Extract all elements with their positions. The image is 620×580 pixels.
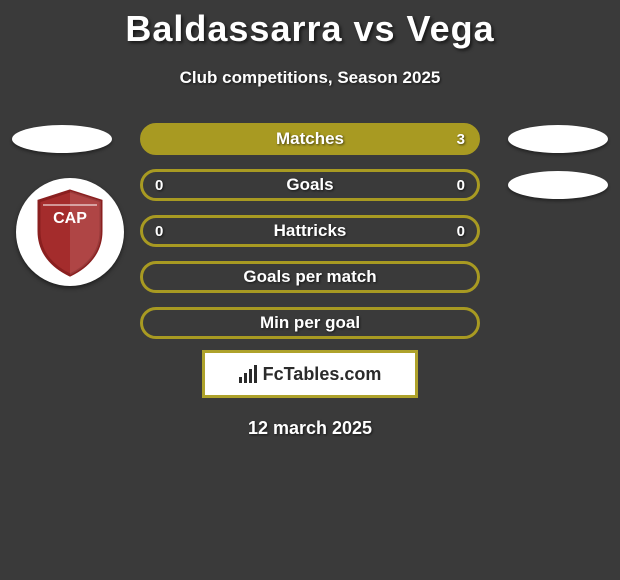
stat-value-right: 3	[457, 131, 465, 148]
stat-pill: Matches3	[140, 123, 480, 155]
stat-label: Min per goal	[143, 313, 477, 333]
footer-date: 12 march 2025	[0, 418, 620, 439]
shield-icon: CAP	[31, 187, 109, 277]
attribution-text: FcTables.com	[263, 364, 382, 385]
attribution-brand: FcTables.com	[239, 364, 382, 385]
crest-text: CAP	[53, 210, 87, 227]
stat-label: Matches	[143, 129, 477, 149]
player-marker-right	[508, 171, 608, 199]
attribution-box: FcTables.com	[202, 350, 418, 398]
stat-value-right: 0	[457, 223, 465, 240]
stat-label: Hattricks	[143, 221, 477, 241]
stat-value-left: 0	[155, 223, 163, 240]
stat-pill: Hattricks0 0	[140, 215, 480, 247]
stat-row: Matches3	[0, 116, 620, 162]
stat-pill: Goals0 0	[140, 169, 480, 201]
page-title: Baldassarra vs Vega	[0, 0, 620, 50]
page-subtitle: Club competitions, Season 2025	[0, 68, 620, 88]
stat-pill: Goals per match	[140, 261, 480, 293]
stat-value-right: 0	[457, 177, 465, 194]
stat-label: Goals per match	[143, 267, 477, 287]
stat-label: Goals	[143, 175, 477, 195]
player-marker-right	[508, 125, 608, 153]
stat-pill: Min per goal	[140, 307, 480, 339]
stat-value-left: 0	[155, 177, 163, 194]
player-marker-left	[12, 125, 112, 153]
bars-icon	[239, 365, 257, 383]
team-crest-left: CAP	[16, 178, 124, 286]
stat-row: Min per goal	[0, 300, 620, 346]
